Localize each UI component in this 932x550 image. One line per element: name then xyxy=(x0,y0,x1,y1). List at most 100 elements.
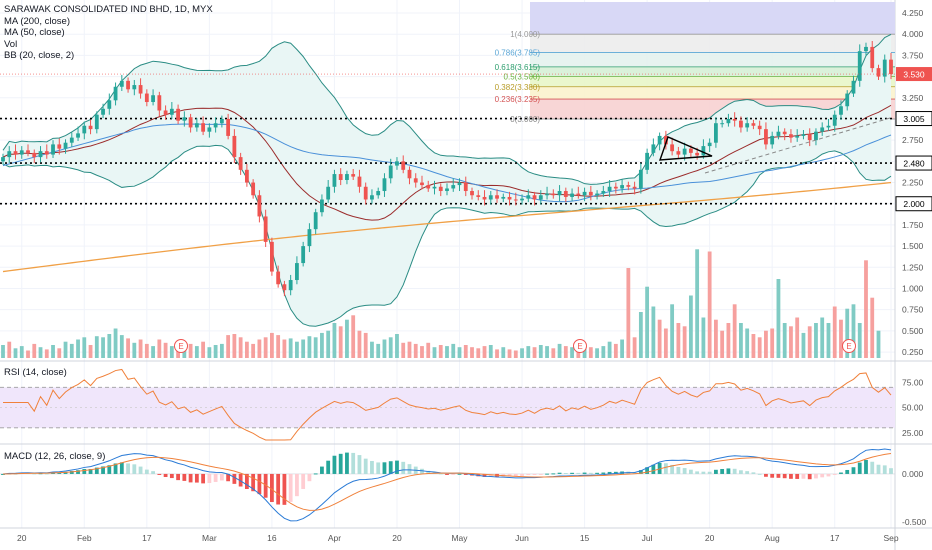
volume-bar xyxy=(432,347,437,358)
volume-bar xyxy=(376,343,381,358)
volume-bar xyxy=(770,328,775,358)
volume-bar xyxy=(313,337,318,358)
volume-bar xyxy=(482,346,487,358)
macd-histogram-bar xyxy=(857,462,862,474)
macd-histogram-bar xyxy=(132,464,137,474)
macd-histogram-bar xyxy=(451,473,456,475)
candle-body xyxy=(795,135,800,138)
volume-bar xyxy=(538,345,543,358)
candle-body xyxy=(407,169,412,179)
macd-histogram-bar xyxy=(438,473,443,475)
candle-body xyxy=(682,148,687,155)
volume-bar xyxy=(714,319,718,358)
candle-body xyxy=(832,114,837,126)
volume-bar xyxy=(151,346,155,358)
volume-bar xyxy=(789,326,793,358)
candle-body xyxy=(138,85,143,94)
macd-histogram-bar xyxy=(776,473,781,478)
earnings-marker-icon xyxy=(174,339,188,353)
fib-level-label: 0.382(3.380) xyxy=(495,83,541,92)
candle-body xyxy=(395,161,399,166)
volume-bar xyxy=(194,346,199,358)
volume-bar xyxy=(651,306,656,358)
volume-bar xyxy=(757,337,762,358)
volume-bar xyxy=(876,330,881,358)
volume-bar xyxy=(438,345,443,358)
candle-body xyxy=(370,195,374,200)
candle-body xyxy=(257,195,262,217)
candle-body xyxy=(626,185,631,187)
volume-bar xyxy=(701,317,706,358)
candle-body xyxy=(438,186,443,192)
volume-bar xyxy=(69,343,74,358)
candle-body xyxy=(470,191,474,196)
macd-histogram-bar xyxy=(576,472,581,474)
candle-body xyxy=(520,198,524,201)
candle-body xyxy=(870,46,875,69)
volume-bar xyxy=(739,323,743,358)
rsi-axis-tick: 75.00 xyxy=(902,377,924,387)
volume-bar xyxy=(495,349,499,358)
macd-histogram-bar xyxy=(251,473,256,492)
volume-bar xyxy=(782,323,787,358)
price-axis-tick: 3.250 xyxy=(902,93,924,103)
candle-body xyxy=(201,123,206,132)
rsi-axis-tick: 50.00 xyxy=(902,403,924,413)
candle-body xyxy=(857,51,862,81)
volume-bar xyxy=(663,328,668,358)
volume-bar xyxy=(144,343,149,358)
macd-histogram-bar xyxy=(657,462,662,474)
volume-bar xyxy=(257,339,262,358)
time-axis-label: 20 xyxy=(17,533,27,543)
fib-zone xyxy=(530,34,895,53)
candle-body xyxy=(864,46,868,52)
volume-bar xyxy=(169,346,174,358)
candle-body xyxy=(51,144,55,155)
volume-bar xyxy=(388,337,393,358)
volume-bar xyxy=(401,342,406,358)
volume-bar xyxy=(795,317,800,358)
candle-body xyxy=(113,86,118,101)
volume-bar xyxy=(682,326,687,358)
candle-body xyxy=(132,85,137,90)
fib-zone xyxy=(530,52,895,67)
candle-body xyxy=(657,135,662,145)
ma50-line xyxy=(2,123,892,203)
candle-body xyxy=(620,185,624,189)
candle-body xyxy=(751,123,756,126)
earnings-marker-label: E xyxy=(846,342,851,351)
macd-histogram-bar xyxy=(645,467,650,474)
macd-histogram-bar xyxy=(839,472,843,474)
macd-histogram-bar xyxy=(463,473,468,475)
time-axis-label: 16 xyxy=(267,533,277,543)
fib-level-label: 1(4.000) xyxy=(510,30,540,39)
candle-body xyxy=(388,165,393,179)
macd-histogram-bar xyxy=(820,473,825,478)
volume-bar xyxy=(395,334,399,358)
volume-bar xyxy=(420,346,424,358)
macd-histogram-bar xyxy=(807,473,812,480)
volume-bar xyxy=(620,339,624,358)
volume-bar xyxy=(38,347,43,358)
volume-bar xyxy=(707,251,712,358)
macd-histogram-bar xyxy=(169,473,174,479)
legend-vol: Vol xyxy=(4,38,18,50)
macd-histogram-bar xyxy=(638,470,643,474)
volume-bar xyxy=(207,347,212,358)
macd-histogram-bar xyxy=(313,473,318,475)
candle-body xyxy=(551,193,556,196)
macd-histogram-bar xyxy=(582,472,587,474)
macd-pane-title: MACD (12, 26, close, 9) xyxy=(4,451,106,462)
fib-zone xyxy=(530,66,895,77)
candle-body xyxy=(495,195,499,199)
macd-histogram-bar xyxy=(882,465,887,474)
macd-histogram-bar xyxy=(76,470,80,474)
time-axis-label: 20 xyxy=(705,533,715,543)
candle-body xyxy=(732,118,737,121)
macd-histogram-bar xyxy=(244,473,249,489)
candle-body xyxy=(695,152,700,156)
macd-histogram-bar xyxy=(889,468,893,474)
candle-body xyxy=(601,191,606,194)
candle-body xyxy=(638,169,643,189)
